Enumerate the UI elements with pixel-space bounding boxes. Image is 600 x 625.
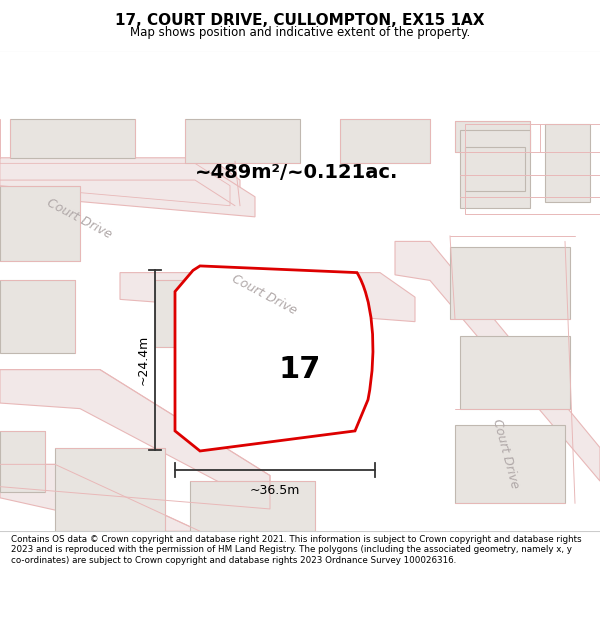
Text: 17, COURT DRIVE, CULLOMPTON, EX15 1AX: 17, COURT DRIVE, CULLOMPTON, EX15 1AX [115,13,485,28]
Polygon shape [455,426,565,503]
Text: ~36.5m: ~36.5m [250,484,300,496]
Text: Court Drive: Court Drive [490,417,521,489]
Polygon shape [55,448,165,531]
Polygon shape [0,431,45,492]
Polygon shape [455,121,530,152]
Polygon shape [465,147,525,191]
Polygon shape [0,464,200,531]
Polygon shape [0,158,240,197]
Polygon shape [120,272,415,322]
Text: Court Drive: Court Drive [45,196,115,242]
Polygon shape [460,336,570,409]
PathPatch shape [175,266,373,451]
Polygon shape [0,174,255,217]
Text: 17: 17 [279,355,321,384]
Text: Court Drive: Court Drive [230,272,299,318]
Polygon shape [0,281,75,353]
Polygon shape [0,186,80,261]
Text: ~24.4m: ~24.4m [137,335,149,385]
Polygon shape [460,130,530,208]
Polygon shape [10,119,135,158]
Polygon shape [200,359,305,436]
Polygon shape [0,163,230,206]
Polygon shape [190,481,315,531]
Polygon shape [450,247,570,319]
Polygon shape [185,119,300,163]
Polygon shape [340,119,430,163]
Text: Contains OS data © Crown copyright and database right 2021. This information is : Contains OS data © Crown copyright and d… [11,535,581,565]
Polygon shape [395,241,600,481]
Polygon shape [545,124,590,202]
Polygon shape [0,369,270,509]
Text: ~489m²/~0.121ac.: ~489m²/~0.121ac. [195,162,398,182]
Text: Map shows position and indicative extent of the property.: Map shows position and indicative extent… [130,26,470,39]
Polygon shape [155,281,245,348]
